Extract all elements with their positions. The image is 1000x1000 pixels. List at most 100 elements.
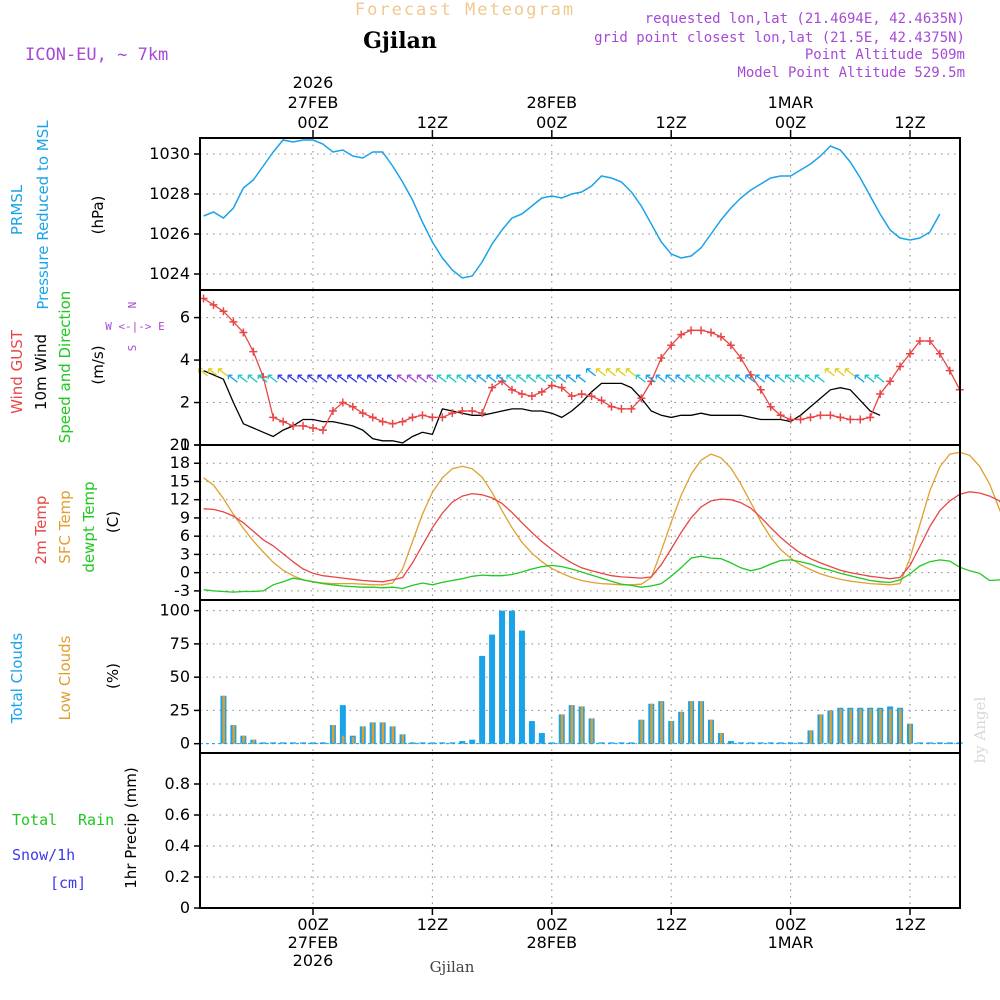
bottom-time-label-line1: 00Z (297, 915, 328, 934)
low-cloud-bar (809, 730, 812, 744)
gust-point (517, 390, 526, 399)
wind-direction-arrow (396, 374, 407, 383)
wind-direction-arrow (675, 374, 686, 383)
gust-point (816, 411, 825, 420)
model-label: ICON-EU, ~ 7km (25, 45, 168, 65)
gust-point (597, 396, 606, 405)
wind-direction-arrow (247, 374, 258, 383)
y-tick-label: 100 (159, 601, 190, 620)
cloud-unit: (%) (104, 663, 122, 689)
y-tick-label: 0 (180, 435, 190, 454)
gust-point (567, 392, 576, 401)
gust-point (309, 424, 317, 433)
total-cloud-bar (618, 742, 625, 744)
wind-direction-arrow (217, 368, 228, 377)
precip-labels: Total Rain Snow/1h [cm] 1hr Precip (mm) (12, 767, 140, 892)
gust-point (776, 411, 785, 420)
gust-point (736, 353, 745, 362)
panel-frame (199, 289, 961, 446)
low-cloud-bar (680, 711, 683, 744)
gust-point (269, 413, 278, 422)
wind-direction-arrow (237, 374, 248, 383)
gust-point (299, 421, 308, 430)
wind-direction-arrow (715, 374, 726, 383)
gust-point (806, 413, 815, 422)
low-cloud-bar (710, 719, 713, 744)
top-time-label-line3: 12Z (417, 113, 448, 132)
gust-point (836, 413, 845, 422)
wind-direction-arrow (615, 368, 626, 377)
wind-direction-arrow (824, 368, 835, 377)
gust-point (348, 402, 357, 411)
wind-direction-arrow (745, 374, 756, 383)
total-cloud-bar (459, 741, 466, 744)
gust-point (945, 366, 954, 375)
wind-speed-line (203, 370, 881, 444)
gust-point (687, 326, 696, 335)
panel-frame (199, 752, 961, 909)
total-cloud-bar (429, 742, 436, 744)
low-cloud-bar (819, 714, 822, 744)
wind-direction-arrow (436, 374, 447, 383)
total-cloud-bar (757, 742, 764, 744)
total-cloud-bar (419, 742, 426, 744)
total-cloud-bar (628, 742, 635, 744)
cloud-labels: Total Clouds Low Clouds (%) (8, 633, 122, 725)
total-cloud-bar (300, 742, 307, 744)
wind-direction-arrow (665, 374, 676, 383)
gust-point (766, 402, 775, 411)
bottom-time-label-line3: 2026 (293, 951, 334, 970)
temp-unit: (C) (104, 511, 122, 533)
wind-direction-arrow (725, 374, 736, 383)
frame-layer: 10241026102810300246-3036912151821025507… (149, 130, 961, 917)
y-tick-label: 21 (170, 435, 190, 454)
wind-direction-arrow (287, 374, 298, 383)
total-cloud-bar (608, 742, 615, 744)
wind-direction-arrow (595, 368, 606, 377)
y-tick-label: 4 (180, 350, 190, 369)
low-cloud-bar (640, 719, 643, 744)
wind-direction-arrow (585, 368, 596, 377)
gust-point (796, 415, 805, 424)
gust-point (876, 390, 885, 399)
gust-point (368, 413, 377, 422)
low-cloud-bar (361, 726, 365, 744)
bottom-time-label-line1: 00Z (536, 915, 567, 934)
y-tick-label: 50 (170, 667, 190, 686)
y-tick-label: 1028 (149, 184, 190, 203)
compass-s: S (126, 345, 139, 352)
wind-labels: Wind GUST 10m Wind Speed and Direction (… (8, 291, 165, 444)
total-cloud-bar (797, 742, 804, 744)
wind-direction-arrow (466, 374, 477, 383)
wind-direction-arrow (765, 374, 776, 383)
bottom-time-label-line1: 12Z (894, 915, 925, 934)
y-tick-label: 2 (180, 393, 190, 412)
gust-point (527, 392, 536, 401)
y-tick-label: 1030 (149, 144, 190, 163)
total-cloud-bar (469, 739, 476, 744)
wind-direction-arrow (874, 374, 885, 383)
gust-point (338, 398, 347, 407)
footer-location: Gjilan (430, 958, 475, 976)
total-cloud-bar (270, 742, 277, 744)
wind-direction-arrow (814, 374, 825, 383)
gust-point (826, 411, 835, 420)
gust-point (557, 383, 566, 392)
gust-series-line (203, 297, 961, 431)
gust-point (677, 330, 686, 339)
wind-direction-arrow (456, 374, 467, 383)
low-cloud-bar (560, 714, 564, 744)
wind-direction-arrow (605, 368, 616, 377)
gust-point (398, 417, 407, 426)
low-cloud-bar (242, 735, 245, 744)
total-cloud-bar (548, 742, 555, 744)
gust-point (756, 385, 765, 394)
low-cloud-bar (719, 733, 723, 744)
top-time-label-line3: 12Z (894, 113, 925, 132)
wind-direction-arrow (277, 374, 288, 383)
y-tick-label: 1026 (149, 224, 190, 243)
total-cloud-bar (260, 742, 267, 744)
wind-direction-arrow (794, 374, 805, 383)
gust-point (428, 413, 437, 422)
bottom-time-label-line1: 00Z (775, 915, 806, 934)
